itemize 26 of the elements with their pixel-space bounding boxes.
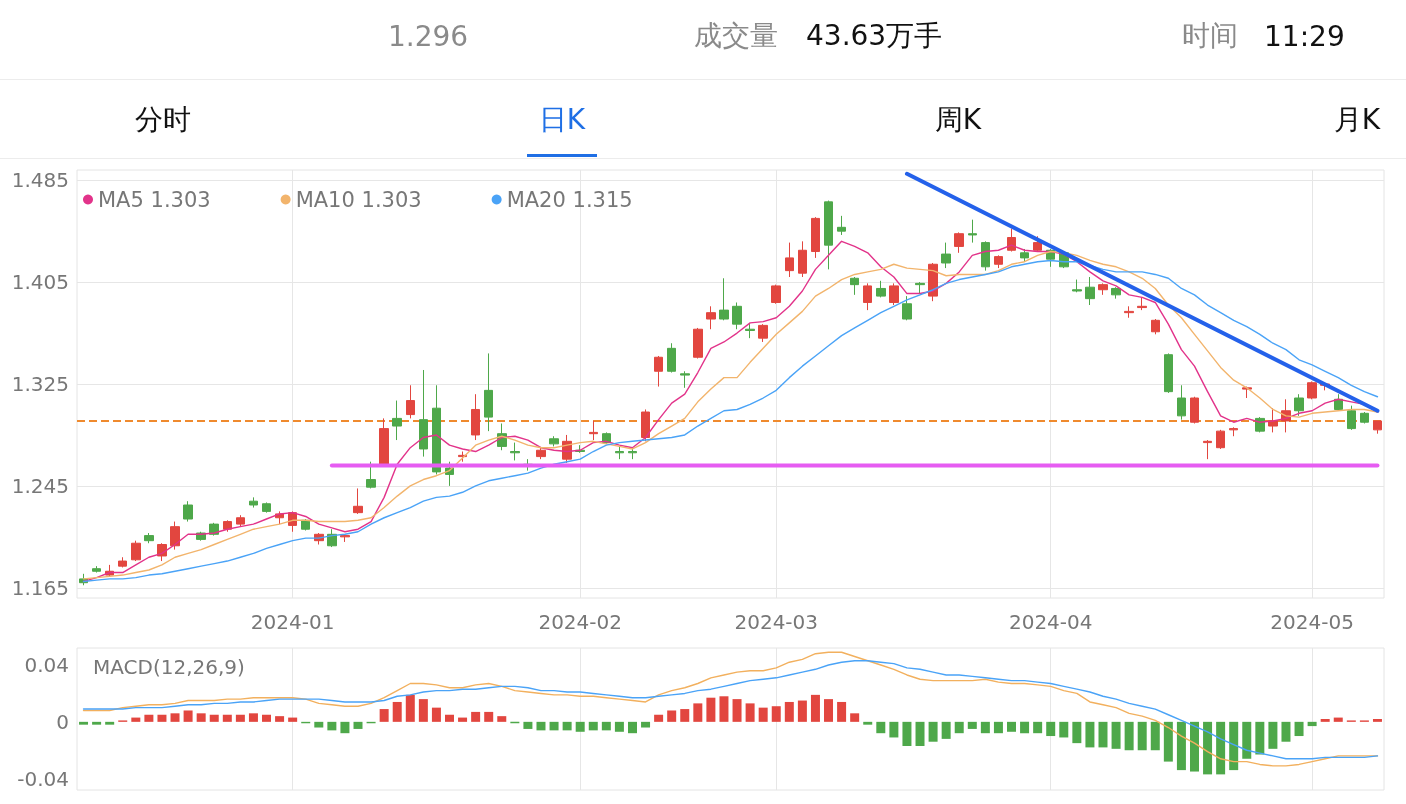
legend-label: MA5 1.303 [98, 187, 211, 212]
x-tick-label: 2024-03 [734, 610, 819, 634]
text: 时间 [1182, 18, 1238, 54]
y-tick-label: 1.405 [11, 270, 69, 295]
y-tick-label: 1.245 [11, 473, 69, 498]
y-tick-label: 0 [56, 709, 69, 734]
chart-title: MACD(12,26,9) [93, 655, 245, 679]
text: 周K [934, 102, 982, 138]
y-tick-label: 0.04 [24, 653, 69, 678]
text: 1.296 [387, 19, 469, 53]
x-tick-label: 2024-05 [1270, 610, 1354, 634]
text: 月K [1333, 102, 1381, 138]
x-tick-label: 2024-02 [538, 610, 622, 634]
y-tick-label: 1.485 [11, 168, 69, 193]
text: 11:29 [1264, 19, 1345, 53]
text: 43.63万手 [806, 18, 943, 54]
y-tick-label: 1.325 [11, 372, 69, 396]
y-tick-label: 1.165 [11, 575, 69, 600]
legend-label: MA10 1.303 [295, 187, 422, 212]
legend-label: MA20 1.315 [506, 187, 633, 212]
y-tick-label: -0.04 [17, 766, 69, 791]
x-tick-label: 2024-01 [250, 610, 335, 634]
x-tick-label: 2024-04 [1008, 610, 1093, 634]
text: 分时 [135, 102, 191, 138]
text: 日K [538, 102, 586, 138]
text: 成交量 [694, 18, 778, 54]
